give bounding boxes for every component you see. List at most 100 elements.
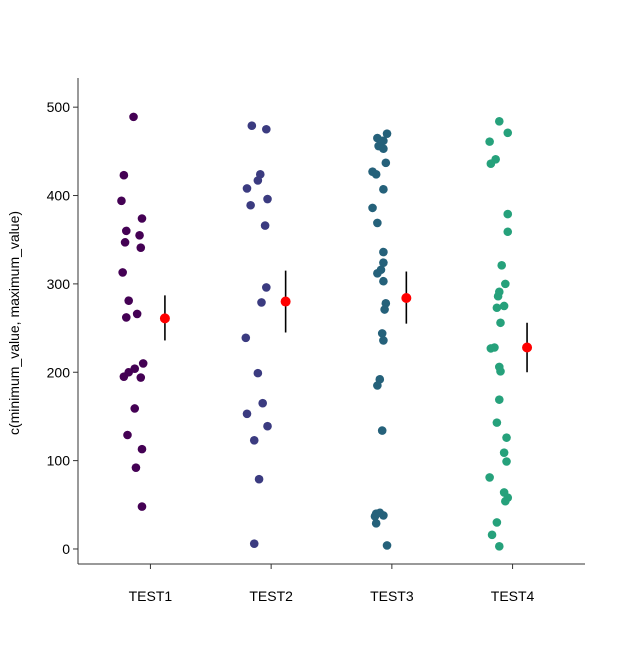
y-axis-ticks: 0 100 200 300 400 500	[47, 99, 78, 557]
data-point	[253, 368, 263, 378]
data-point	[379, 247, 388, 257]
data-point	[379, 276, 388, 286]
data-point	[249, 539, 259, 548]
data-point	[242, 409, 252, 419]
data-point	[502, 433, 511, 442]
data-point	[130, 404, 140, 413]
y-tick-label: 200	[47, 364, 71, 380]
data-point	[258, 398, 267, 408]
data-point	[247, 121, 257, 131]
y-axis-title: c(minimum_value, maximum_value)	[6, 211, 22, 435]
data-point	[501, 279, 510, 289]
data-point	[121, 226, 131, 236]
data-point	[503, 128, 513, 138]
data-point	[257, 298, 266, 307]
data-point	[121, 313, 131, 322]
data-points	[117, 112, 513, 551]
data-point	[379, 336, 388, 345]
data-point	[137, 444, 147, 454]
data-point	[136, 243, 146, 252]
data-point	[373, 268, 382, 278]
data-point	[497, 261, 507, 270]
mean-point	[280, 296, 291, 307]
data-point	[373, 381, 382, 390]
data-point	[377, 426, 387, 435]
x-axis-ticks: TEST1 TEST2 TEST3 TEST4	[129, 564, 535, 604]
data-point	[380, 305, 389, 314]
data-point	[371, 170, 381, 179]
data-point	[370, 511, 380, 521]
data-point	[118, 268, 127, 277]
data-point	[129, 112, 138, 122]
data-point	[379, 511, 388, 520]
data-point	[249, 435, 259, 445]
data-point	[499, 448, 509, 457]
data-point	[485, 137, 494, 146]
data-point	[119, 372, 129, 381]
y-tick-label: 100	[47, 453, 71, 469]
data-point	[492, 418, 502, 427]
axes	[77, 78, 585, 565]
data-point	[373, 218, 382, 228]
data-point	[492, 518, 502, 527]
data-point	[499, 301, 509, 311]
data-point	[377, 329, 387, 338]
data-point	[263, 194, 272, 204]
data-point	[262, 283, 271, 292]
data-point	[119, 170, 129, 180]
data-point	[241, 333, 251, 343]
data-point	[246, 200, 255, 210]
data-point	[503, 227, 513, 237]
data-point	[494, 116, 504, 126]
data-point	[486, 344, 496, 353]
mean-point	[159, 313, 170, 324]
data-point	[496, 318, 505, 328]
data-point	[494, 542, 504, 551]
data-point	[379, 258, 388, 267]
data-point	[242, 184, 252, 193]
data-point	[494, 395, 504, 404]
data-point	[254, 474, 264, 484]
data-point	[260, 221, 270, 230]
data-point	[496, 367, 505, 376]
data-point	[503, 209, 513, 219]
data-point	[120, 238, 130, 247]
data-point	[262, 124, 271, 134]
y-tick-label: 400	[47, 188, 71, 204]
data-point	[382, 129, 392, 138]
data-point	[381, 158, 391, 168]
data-point	[379, 144, 388, 153]
data-point	[137, 502, 147, 511]
data-point	[138, 359, 148, 368]
y-tick-label: 0	[62, 541, 70, 557]
y-tick-label: 500	[47, 99, 71, 115]
data-point	[137, 214, 147, 223]
data-point	[501, 496, 510, 506]
data-point	[132, 309, 142, 319]
data-point	[502, 457, 511, 466]
data-point	[135, 230, 144, 240]
data-point	[379, 185, 388, 194]
data-point	[492, 303, 502, 313]
data-point	[123, 430, 132, 440]
x-tick-label: TEST4	[491, 588, 535, 604]
x-tick-label: TEST2	[249, 588, 293, 604]
data-point	[493, 291, 503, 301]
data-point	[485, 473, 494, 482]
data-point	[263, 421, 272, 431]
mean-point	[522, 342, 533, 353]
data-point	[131, 463, 141, 472]
mean-point	[401, 293, 412, 304]
data-point	[136, 373, 146, 382]
y-tick-label: 300	[47, 276, 71, 292]
data-point	[487, 530, 497, 540]
x-tick-label: TEST3	[370, 588, 414, 604]
data-point	[368, 203, 377, 213]
x-tick-label: TEST1	[129, 588, 173, 604]
data-point	[117, 196, 126, 206]
data-point	[124, 296, 133, 305]
data-point	[371, 519, 381, 528]
data-point	[253, 176, 263, 185]
